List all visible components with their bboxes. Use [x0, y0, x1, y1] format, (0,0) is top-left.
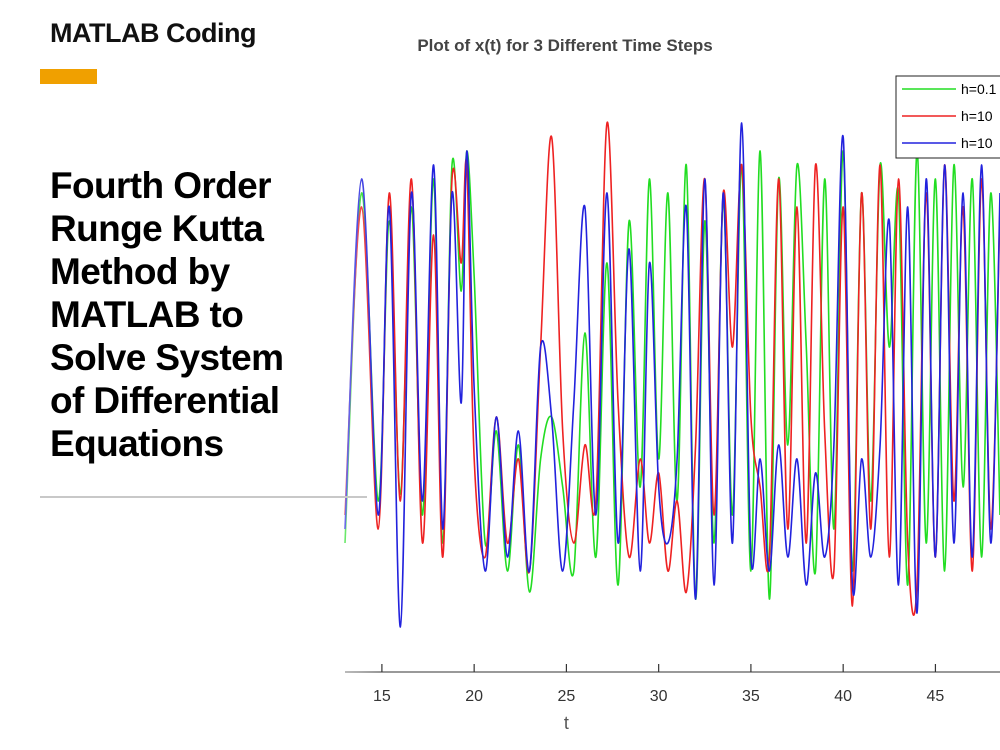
- accent-bar: [40, 69, 97, 84]
- brand-title: MATLAB Coding: [50, 18, 256, 48]
- headline-line-3: Method by: [50, 251, 230, 292]
- x-tick-label-45: 45: [927, 688, 945, 705]
- chart-legend: h=0.1 h=10 h=10: [895, 75, 1000, 159]
- headline-line-2: Runge Kutta: [50, 208, 264, 249]
- x-tick-label-35: 35: [742, 688, 760, 705]
- x-tick-label-20: 20: [465, 688, 483, 705]
- headline: Fourth Order Runge Kutta Method by MATLA…: [50, 164, 350, 465]
- x-tick-label-25: 25: [558, 688, 576, 705]
- headline-line-6: of Differential: [50, 380, 280, 421]
- x-tick-layer: 15 20 25 30 35 40 45: [373, 664, 944, 705]
- headline-line-5: Solve System: [50, 337, 284, 378]
- divider-line: [40, 496, 367, 498]
- title-panel: MATLAB Coding Fourth Order Runge Kutta M…: [0, 0, 380, 750]
- x-tick-label-30: 30: [650, 688, 668, 705]
- headline-line-1: Fourth Order: [50, 165, 272, 206]
- legend-label-1: h=0.1: [961, 81, 997, 97]
- chart-title: Plot of x(t) for 3 Different Time Steps: [417, 36, 712, 55]
- x-axis-label: t: [564, 713, 569, 733]
- x-tick-label-40: 40: [834, 688, 852, 705]
- headline-line-7: Equations: [50, 423, 224, 464]
- legend-label-3: h=10: [961, 135, 993, 151]
- series-layer: [344, 121, 1000, 628]
- legend-label-2: h=10: [961, 108, 993, 124]
- headline-line-4: MATLAB to: [50, 294, 244, 335]
- series-line-3: [344, 122, 1000, 628]
